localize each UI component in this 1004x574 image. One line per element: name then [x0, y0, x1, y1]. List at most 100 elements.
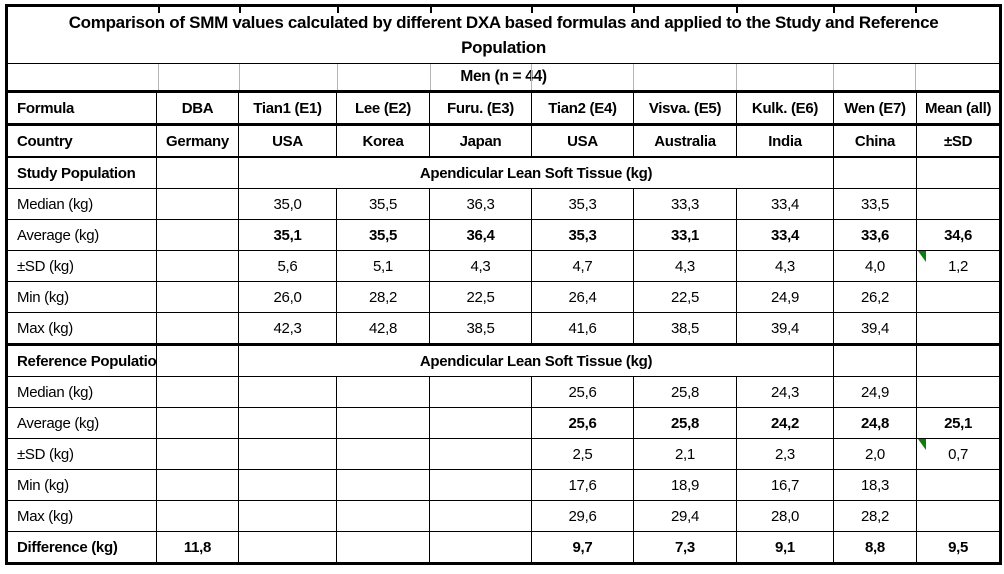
top-grid-tick: [832, 7, 835, 13]
data-cell: 22,5: [429, 281, 532, 313]
data-cell: 2,0: [833, 438, 917, 470]
data-cell: [336, 407, 430, 439]
data-cell: 18,3: [833, 469, 917, 501]
data-cell: [915, 281, 1002, 313]
stat-row: Average (kg) 35,1 35,5 36,4 35,3 33,1 33,4 33,6…: [6, 219, 1002, 251]
row-label: Min (kg): [6, 469, 157, 501]
data-cell: 4,3: [429, 250, 532, 282]
data-cell: 17,6: [531, 469, 634, 501]
data-cell: 8,8: [833, 531, 917, 564]
header-cell: Formula: [6, 91, 157, 126]
title-row: Comparison of SMM values calculated by d…: [5, 5, 1002, 64]
header-cell: Tian1 (E1): [238, 91, 337, 126]
header-cell: Lee (E2): [336, 91, 430, 126]
data-cell: [156, 500, 239, 532]
row-label: Median (kg): [6, 188, 157, 220]
data-cell: [429, 531, 532, 564]
data-cell: 25,8: [633, 407, 737, 439]
data-cell: [429, 469, 532, 501]
data-cell: 35,3: [531, 188, 634, 220]
data-cell: [429, 500, 532, 532]
empty-cell: [833, 344, 917, 377]
section-label: Study Population: [6, 156, 157, 189]
data-cell: [156, 469, 239, 501]
row-label: Min (kg): [6, 281, 157, 313]
country-row: Country Germany USA Korea Japan USA Australia I…: [6, 124, 1002, 158]
data-cell: 4,7: [531, 250, 634, 282]
data-cell: 38,5: [429, 312, 532, 346]
subtitle-row: Men (n = 44): [5, 63, 1002, 93]
data-cell: [156, 376, 239, 408]
stat-row: Max (kg) 29,6 29,4 28,0 28,2: [6, 500, 1002, 532]
data-cell: 42,8: [336, 312, 430, 346]
data-cell: [336, 500, 430, 532]
data-cell: [429, 376, 532, 408]
data-cell: 29,4: [633, 500, 737, 532]
data-cell: 25,8: [633, 376, 737, 408]
data-cell: 25,6: [531, 376, 634, 408]
data-cell: 42,3: [238, 312, 337, 346]
data-cell: 11,8: [156, 531, 239, 564]
data-cell: 2,5: [531, 438, 634, 470]
top-grid-tick: [157, 7, 160, 13]
stat-row: Max (kg) 42,3 42,8 38,5 41,6 38,5 39,4 39,4: [6, 312, 1002, 346]
data-cell: [238, 407, 337, 439]
faint-grid-line: [429, 64, 431, 89]
data-cell: [238, 531, 337, 564]
data-cell: 35,5: [336, 188, 430, 220]
data-cell: [336, 438, 430, 470]
stat-row: Min (kg) 17,6 18,9 16,7 18,3: [6, 469, 1002, 501]
data-cell: 25,6: [531, 407, 634, 439]
data-cell: 18,9: [633, 469, 737, 501]
row-label: ±SD (kg): [6, 438, 157, 470]
row-label: Max (kg): [6, 312, 157, 346]
data-cell: 26,2: [833, 281, 917, 313]
empty-cell: [156, 344, 239, 377]
top-grid-tick: [531, 7, 534, 13]
data-cell: [915, 500, 1002, 532]
top-grid-tick: [633, 7, 636, 13]
country-cell: USA: [531, 124, 634, 158]
data-cell: 24,9: [833, 376, 917, 408]
data-cell: [238, 500, 337, 532]
data-cell: 35,3: [531, 219, 634, 251]
stat-row: Median (kg) 35,0 35,5 36,3 35,3 33,3 33,4 33,5: [6, 188, 1002, 220]
data-cell: [915, 376, 1002, 408]
data-cell: [156, 219, 239, 251]
data-cell: [238, 376, 337, 408]
data-cell: 22,5: [633, 281, 737, 313]
subtitle-men-text: Men (n = 44): [460, 68, 547, 85]
data-cell: 38,5: [633, 312, 737, 346]
data-cell: 35,5: [336, 219, 430, 251]
top-grid-tick: [915, 7, 918, 13]
data-cell: 9,7: [531, 531, 634, 564]
table-body: Comparison of SMM values calculated by d…: [5, 5, 1002, 564]
data-cell: 36,3: [429, 188, 532, 220]
data-cell: 24,9: [736, 281, 834, 313]
data-cell: 7,3: [633, 531, 737, 564]
data-cell: 25,1: [915, 407, 1002, 439]
empty-cell: [156, 156, 239, 189]
data-cell: [238, 438, 337, 470]
data-cell: [429, 438, 532, 470]
data-cell: 24,8: [833, 407, 917, 439]
data-cell: 9,1: [736, 531, 834, 564]
table-title-text: Comparison of SMM values calculated by d…: [68, 12, 939, 58]
data-cell: 28,0: [736, 500, 834, 532]
data-cell: [915, 188, 1002, 220]
country-cell: Germany: [156, 124, 239, 158]
data-cell: 39,4: [736, 312, 834, 346]
data-cell: 39,4: [833, 312, 917, 346]
row-label: Max (kg): [6, 500, 157, 532]
data-cell: 34,6: [915, 219, 1002, 251]
data-cell: 24,3: [736, 376, 834, 408]
empty-cell: [915, 344, 1002, 377]
row-label: Median (kg): [6, 376, 157, 408]
data-cell: 26,4: [531, 281, 634, 313]
country-cell: Korea: [336, 124, 430, 158]
data-cell: 2,1: [633, 438, 737, 470]
empty-cell: [833, 156, 917, 189]
header-cell: Visva. (E5): [633, 91, 737, 126]
data-cell: 29,6: [531, 500, 634, 532]
data-cell: 33,4: [736, 188, 834, 220]
